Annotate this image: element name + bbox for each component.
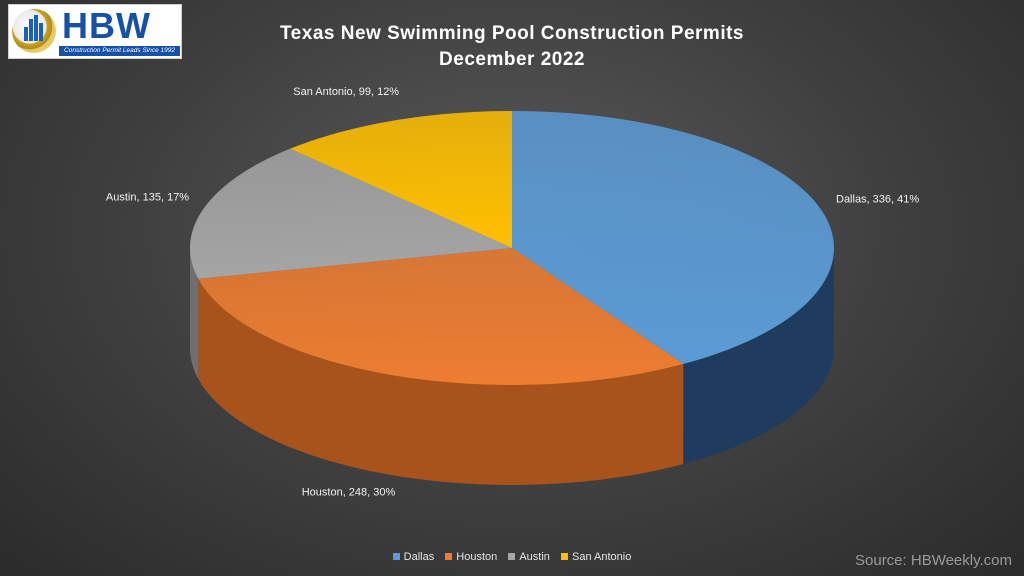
- building-globe-icon: [12, 9, 56, 53]
- legend-item-dallas: Dallas: [392, 551, 434, 563]
- source-note: Source: HBWeekly.com: [855, 552, 1012, 569]
- building-bar: [34, 15, 38, 41]
- building-bar: [29, 19, 33, 41]
- pie-slice-austin: [190, 148, 512, 279]
- pie-slice-houston: [198, 248, 684, 385]
- legend-swatch: [508, 553, 516, 560]
- data-label-houston: Houston, 248, 30%: [302, 487, 396, 499]
- pie-slice-san-antonio: [290, 111, 512, 248]
- logo-letters: HBW: [62, 5, 151, 46]
- pie-slice-dallas: [512, 111, 834, 365]
- chart-subtitle: December 2022: [439, 49, 585, 70]
- chart-title: Texas New Swimming Pool Construction Per…: [279, 23, 744, 44]
- chart-title-block: Texas New Swimming Pool Construction Per…: [0, 21, 1024, 73]
- legend-item-houston: Houston: [445, 551, 497, 563]
- pie-side-dallas: [683, 248, 834, 465]
- pie-side-austin: [190, 248, 199, 379]
- chart-legend: Dallas Houston Austin San Antonio: [0, 551, 1024, 563]
- building-bar: [24, 27, 28, 41]
- legend-item-san-antonio: San Antonio: [560, 551, 631, 563]
- pie-side-houston: [198, 278, 684, 485]
- hbw-logo: HBW Construction Permit Leads Since 1992: [8, 4, 182, 59]
- legend-swatch: [392, 553, 400, 560]
- data-label-austin: Austin, 135, 17%: [106, 192, 189, 204]
- legend-swatch: [445, 553, 453, 560]
- legend-item-austin: Austin: [508, 551, 550, 563]
- pie-sides: [190, 248, 834, 485]
- logo-tagline: Construction Permit Leads Since 1992: [59, 46, 180, 56]
- data-label-san-antonio: San Antonio, 99, 12%: [293, 86, 399, 98]
- legend-swatch: [560, 553, 568, 560]
- data-label-dallas: Dallas, 336, 41%: [836, 193, 919, 205]
- building-bar: [39, 23, 43, 41]
